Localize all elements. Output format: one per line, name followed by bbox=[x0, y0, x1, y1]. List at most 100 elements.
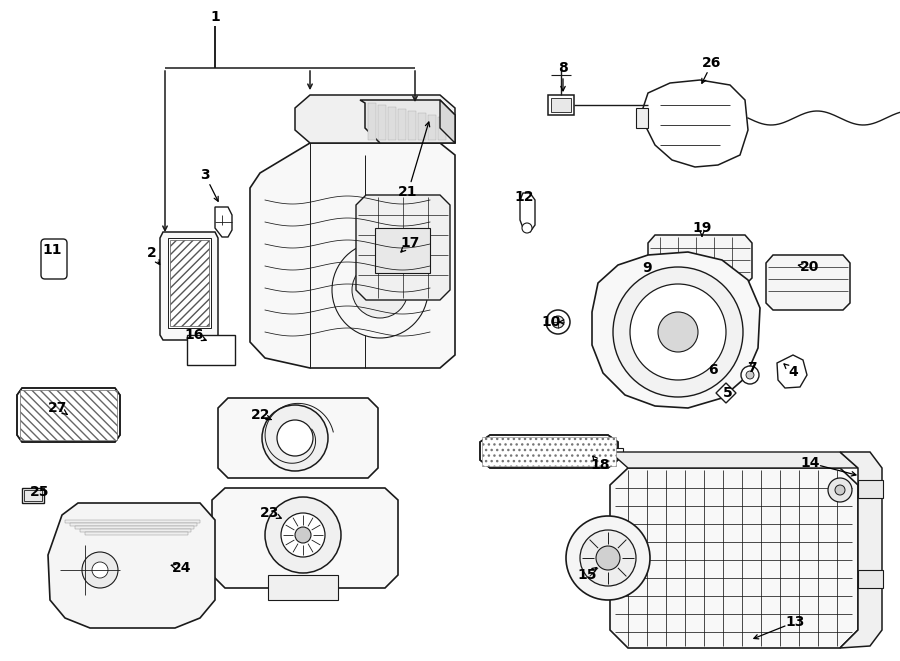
Text: 4: 4 bbox=[788, 365, 798, 379]
Text: 24: 24 bbox=[172, 561, 192, 575]
Polygon shape bbox=[398, 109, 406, 140]
Bar bbox=[24, 490, 42, 501]
Circle shape bbox=[352, 262, 408, 318]
Circle shape bbox=[522, 223, 532, 233]
Polygon shape bbox=[438, 117, 446, 140]
Polygon shape bbox=[17, 388, 120, 442]
Polygon shape bbox=[716, 383, 736, 403]
Polygon shape bbox=[218, 398, 378, 478]
Circle shape bbox=[546, 310, 570, 334]
Circle shape bbox=[295, 527, 311, 543]
Text: 23: 23 bbox=[260, 506, 280, 520]
Text: 9: 9 bbox=[643, 261, 652, 275]
Circle shape bbox=[277, 420, 313, 456]
Text: 5: 5 bbox=[723, 386, 733, 400]
Circle shape bbox=[828, 478, 852, 502]
Circle shape bbox=[92, 562, 108, 578]
Polygon shape bbox=[65, 520, 200, 523]
Text: 20: 20 bbox=[800, 260, 820, 274]
Bar bbox=[551, 98, 571, 112]
Text: 13: 13 bbox=[786, 615, 805, 629]
Polygon shape bbox=[388, 107, 396, 140]
Bar bbox=[168, 238, 211, 328]
Polygon shape bbox=[378, 105, 386, 140]
Text: 26: 26 bbox=[702, 56, 722, 70]
Polygon shape bbox=[648, 235, 752, 285]
Polygon shape bbox=[75, 526, 194, 529]
Polygon shape bbox=[592, 252, 760, 408]
Circle shape bbox=[646, 275, 654, 283]
Polygon shape bbox=[368, 103, 376, 140]
Text: 22: 22 bbox=[251, 408, 271, 422]
Bar bbox=[268, 575, 338, 600]
Text: 25: 25 bbox=[31, 485, 50, 499]
Text: 8: 8 bbox=[558, 61, 568, 75]
Polygon shape bbox=[520, 193, 535, 232]
Circle shape bbox=[613, 267, 743, 397]
Circle shape bbox=[332, 242, 428, 338]
Polygon shape bbox=[636, 270, 663, 287]
Polygon shape bbox=[80, 529, 191, 532]
Text: 19: 19 bbox=[692, 221, 712, 235]
Circle shape bbox=[746, 371, 754, 379]
Bar bbox=[858, 570, 883, 588]
Polygon shape bbox=[250, 143, 455, 368]
Text: 3: 3 bbox=[200, 168, 210, 182]
Text: 1: 1 bbox=[210, 10, 220, 24]
Bar bbox=[608, 448, 623, 456]
Bar bbox=[858, 480, 883, 498]
Polygon shape bbox=[840, 452, 882, 648]
Bar bbox=[482, 437, 616, 466]
Circle shape bbox=[262, 405, 328, 471]
Text: 17: 17 bbox=[400, 236, 419, 250]
Polygon shape bbox=[705, 363, 722, 381]
Polygon shape bbox=[48, 503, 215, 628]
Text: 7: 7 bbox=[747, 361, 757, 375]
Circle shape bbox=[741, 366, 759, 384]
FancyBboxPatch shape bbox=[41, 239, 67, 279]
Text: 14: 14 bbox=[800, 456, 820, 470]
Circle shape bbox=[658, 312, 698, 352]
Text: 11: 11 bbox=[42, 243, 62, 257]
Text: 21: 21 bbox=[398, 185, 418, 199]
Polygon shape bbox=[610, 468, 858, 648]
Circle shape bbox=[630, 284, 726, 380]
Text: 6: 6 bbox=[708, 363, 718, 377]
Polygon shape bbox=[428, 115, 436, 140]
Polygon shape bbox=[440, 100, 455, 143]
Text: 12: 12 bbox=[514, 190, 534, 204]
Polygon shape bbox=[215, 207, 232, 237]
Circle shape bbox=[265, 497, 341, 573]
Bar bbox=[170, 240, 209, 326]
Polygon shape bbox=[480, 435, 618, 468]
Polygon shape bbox=[777, 355, 807, 388]
Text: 27: 27 bbox=[49, 401, 68, 415]
Polygon shape bbox=[70, 523, 197, 526]
Text: 16: 16 bbox=[184, 328, 203, 342]
Polygon shape bbox=[418, 113, 426, 140]
Circle shape bbox=[566, 516, 650, 600]
Circle shape bbox=[82, 552, 118, 588]
Circle shape bbox=[596, 546, 620, 570]
Bar bbox=[22, 488, 44, 503]
Polygon shape bbox=[643, 80, 748, 167]
Text: 10: 10 bbox=[541, 315, 561, 329]
Polygon shape bbox=[295, 95, 455, 143]
Bar bbox=[20, 390, 117, 440]
Polygon shape bbox=[766, 255, 850, 310]
Polygon shape bbox=[85, 532, 188, 535]
Bar bbox=[187, 335, 235, 365]
Polygon shape bbox=[408, 111, 416, 140]
Polygon shape bbox=[160, 232, 218, 340]
Polygon shape bbox=[212, 488, 398, 588]
Bar bbox=[548, 95, 574, 115]
Circle shape bbox=[580, 530, 636, 586]
Circle shape bbox=[552, 316, 564, 328]
Polygon shape bbox=[356, 195, 450, 300]
Text: 18: 18 bbox=[590, 458, 610, 472]
Circle shape bbox=[835, 485, 845, 495]
Polygon shape bbox=[360, 100, 455, 143]
Text: 15: 15 bbox=[577, 568, 597, 582]
Bar bbox=[375, 228, 430, 273]
Bar bbox=[636, 108, 648, 128]
